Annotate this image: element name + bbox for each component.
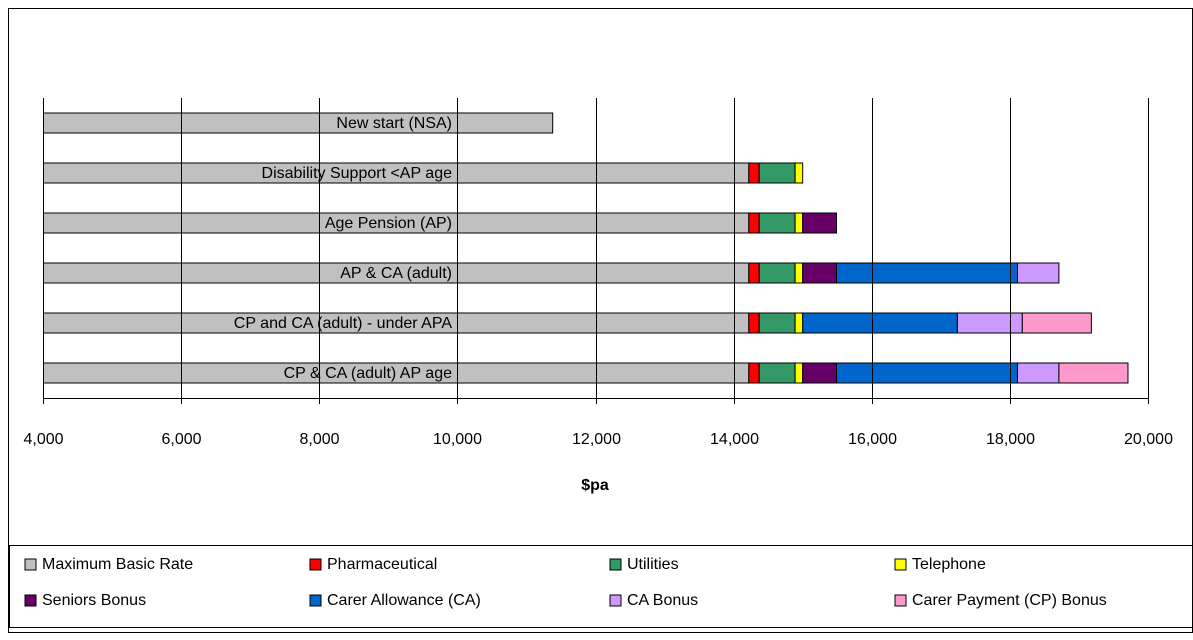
bar-segment <box>758 312 796 334</box>
bar-segment <box>758 162 796 184</box>
bar-segment <box>802 362 838 384</box>
bar-segment <box>802 262 838 284</box>
x-axis-title: $pa <box>581 477 609 494</box>
x-tick-label: 20,000 <box>1124 431 1173 448</box>
bar-segment <box>748 362 760 384</box>
bar-segment <box>1058 362 1129 384</box>
bar-segment <box>758 212 796 234</box>
legend-box <box>9 545 1193 628</box>
x-tick-label: 12,000 <box>572 431 621 448</box>
bar-segment <box>794 212 804 234</box>
category-label: CP and CA (adult) - under APA <box>234 315 453 332</box>
x-tick-label: 4,000 <box>23 431 63 448</box>
bar-segment <box>836 362 1018 384</box>
legend-label: Carer Payment (CP) Bonus <box>912 592 1107 609</box>
bar-segment <box>1021 312 1092 334</box>
bar-segment <box>956 312 1023 334</box>
legend-swatch <box>24 594 37 607</box>
bar-segment <box>802 312 958 334</box>
x-tick-label: 10,000 <box>433 431 482 448</box>
plot-area <box>43 112 1129 384</box>
legend-label: Utilities <box>627 556 679 573</box>
category-label: New start (NSA) <box>336 115 452 132</box>
bar-segment <box>748 212 760 234</box>
bar-segment <box>1016 362 1060 384</box>
category-label: Disability Support <AP age <box>262 165 453 182</box>
bar-segment <box>758 262 796 284</box>
bar-segment <box>748 262 760 284</box>
legend-swatch <box>309 594 322 607</box>
x-tick-label: 16,000 <box>848 431 897 448</box>
legend-swatch <box>894 558 907 571</box>
bar-segment <box>758 362 796 384</box>
legend-swatch <box>309 558 322 571</box>
legend-swatch <box>24 558 37 571</box>
bar-segment <box>794 312 804 334</box>
legend-label: Seniors Bonus <box>42 592 146 609</box>
legend-label: Telephone <box>912 556 986 573</box>
legend-swatch <box>609 594 622 607</box>
bar-segment <box>794 162 804 184</box>
legend-swatch <box>894 594 907 607</box>
bar-segment <box>748 162 760 184</box>
bar-segment <box>802 212 838 234</box>
legend-swatch <box>609 558 622 571</box>
category-label: Age Pension (AP) <box>325 215 452 232</box>
category-label: AP & CA (adult) <box>340 265 452 282</box>
x-tick-label: 8,000 <box>299 431 339 448</box>
bar-segment <box>836 262 1018 284</box>
bar-segment <box>748 312 760 334</box>
bar-segment <box>1016 262 1060 284</box>
x-tick-label: 6,000 <box>161 431 201 448</box>
category-label: CP & CA (adult) AP age <box>284 365 453 382</box>
legend-label: Carer Allowance (CA) <box>327 592 481 609</box>
bar-segment <box>794 362 804 384</box>
bar-segment <box>43 112 554 134</box>
x-tick-label: 14,000 <box>710 431 759 448</box>
bar-segment <box>794 262 804 284</box>
x-tick-label: 18,000 <box>986 431 1035 448</box>
legend-label: CA Bonus <box>627 592 698 609</box>
legend-label: Maximum Basic Rate <box>42 556 193 573</box>
legend-label: Pharmaceutical <box>327 556 437 573</box>
